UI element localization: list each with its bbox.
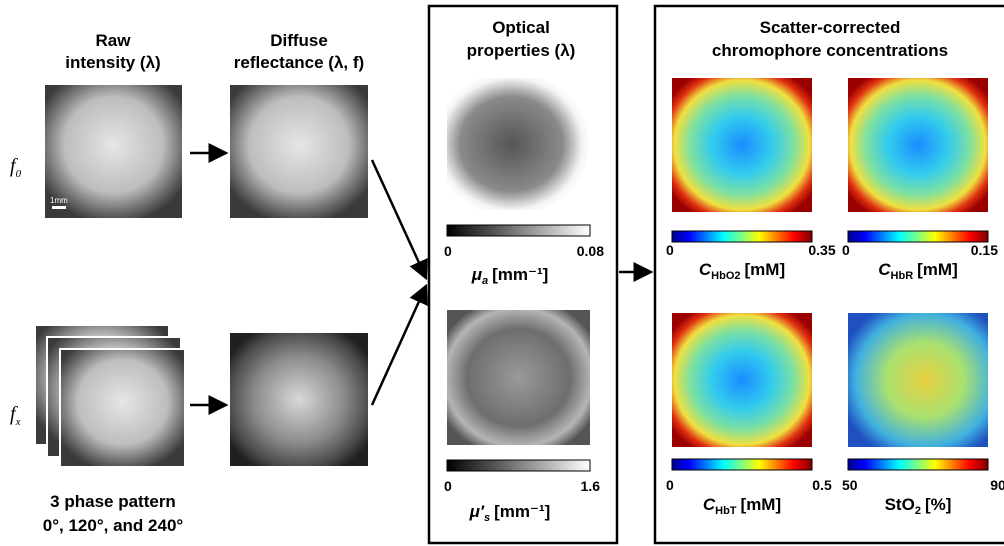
symbol: μ <box>471 265 483 284</box>
optical-title: properties (λ) <box>467 41 576 60</box>
subscript: x <box>15 416 21 428</box>
map-label: StO2 [%] <box>885 495 952 517</box>
chromophore-title: chromophore concentrations <box>712 41 948 60</box>
colorbar <box>447 225 590 236</box>
subscript: a <box>482 275 488 287</box>
figure: Raw intensity (λ) Diffuse reflectance (λ… <box>0 0 1004 546</box>
subscript: 2 <box>915 505 921 517</box>
subscript: HbT <box>715 505 737 517</box>
map-label: CHbR[mM] <box>878 260 958 282</box>
colorbar-min: 50 <box>842 477 858 493</box>
unit: [mm⁻¹] <box>494 502 550 521</box>
colorbar-min: 0 <box>666 477 674 493</box>
colorbar-min: 0 <box>444 243 452 259</box>
colorbar <box>672 459 812 470</box>
phase-caption: 3 phase pattern <box>50 492 176 511</box>
mus-image <box>447 310 590 445</box>
symbol: C <box>878 260 891 279</box>
colorbar-min: 0 <box>842 242 850 258</box>
subscript: 0 <box>16 168 22 180</box>
symbol: StO <box>885 495 915 514</box>
raw-title: intensity (λ) <box>65 53 160 72</box>
colorbar <box>447 460 590 471</box>
chromophore-image <box>848 313 988 447</box>
phase-image <box>60 349 185 467</box>
colorbar-max: 0.15 <box>971 242 998 258</box>
colorbar-min: 0 <box>444 478 452 494</box>
unit: [mM] <box>745 260 786 279</box>
colorbar <box>848 459 988 470</box>
colorbar-min: 0 <box>666 242 674 258</box>
colorbar <box>672 231 812 242</box>
unit: [mm⁻¹] <box>492 265 548 284</box>
optical-title: Optical <box>492 18 550 37</box>
mua-image <box>447 78 590 210</box>
unit: [mM] <box>741 495 782 514</box>
diffuse-image <box>230 333 368 466</box>
diffuse-image <box>230 85 368 218</box>
symbol: C <box>703 495 716 514</box>
arrow <box>372 286 426 405</box>
colorbar-max: 90 <box>990 477 1004 493</box>
unit: [%] <box>925 495 951 514</box>
symbol: C <box>699 260 712 279</box>
phase-caption: 0°, 120°, and 240° <box>43 516 184 535</box>
colorbar-max: 0.5 <box>812 477 832 493</box>
scale-bar <box>52 206 66 209</box>
arrow <box>372 160 426 278</box>
colorbar <box>848 231 988 242</box>
map-label: μ′s [mm⁻¹] <box>469 502 551 524</box>
colorbar-max: 0.35 <box>808 242 835 258</box>
scale-label: 1mm <box>50 196 68 205</box>
diffuse-title: reflectance (λ, f) <box>234 53 364 72</box>
chromophore-image <box>672 78 812 212</box>
map-label: CHbO2 [mM] <box>699 260 785 282</box>
diffuse-title: Diffuse <box>270 31 328 50</box>
chromophore-title: Scatter-corrected <box>760 18 901 37</box>
unit: [mM] <box>917 260 958 279</box>
map-label: μa [mm⁻¹] <box>471 265 549 287</box>
chromophore-image <box>672 313 812 447</box>
chromophore-image <box>848 78 988 212</box>
symbol: μ′ <box>469 502 485 521</box>
subscript: s <box>484 512 490 524</box>
colorbar-max: 0.08 <box>577 243 604 259</box>
row-label: f0 <box>10 155 22 180</box>
row-label: fx <box>10 403 21 428</box>
colorbar-max: 1.6 <box>581 478 601 494</box>
raw-title: Raw <box>96 31 132 50</box>
subscript: HbR <box>891 270 914 282</box>
map-label: CHbT [mM] <box>703 495 781 517</box>
subscript: HbO2 <box>711 270 740 282</box>
